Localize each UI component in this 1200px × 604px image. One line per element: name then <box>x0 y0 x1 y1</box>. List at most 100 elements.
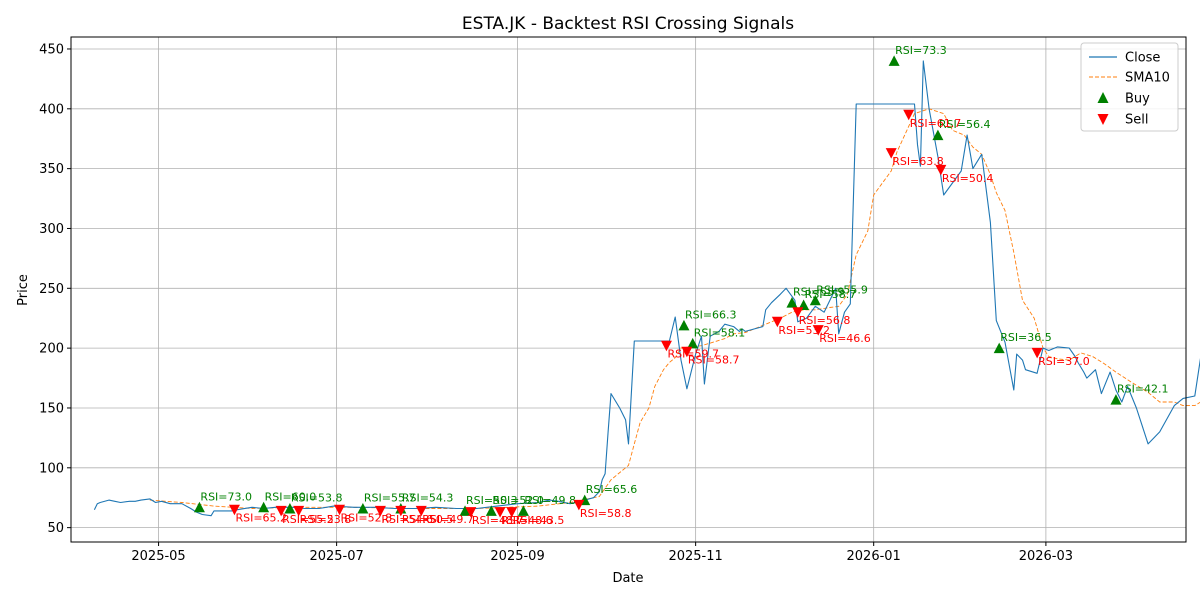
buy-label: RSI=65.6 <box>586 483 638 496</box>
sell-marker <box>573 499 585 511</box>
sell-marker <box>506 507 518 518</box>
y-tick-label: 300 <box>39 222 64 237</box>
buy-marker <box>1110 394 1122 405</box>
sell-marker <box>903 109 915 121</box>
legend-buy-label: Buy <box>1125 92 1150 107</box>
buy-marker <box>993 342 1005 354</box>
sell-label: RSI=56.8 <box>799 314 851 327</box>
legend-close-label: Close <box>1125 51 1160 66</box>
x-tick-label: 2025-11 <box>668 549 722 564</box>
sell-label: RSI=46.6 <box>819 332 871 345</box>
buy-label: RSI=73.0 <box>200 490 252 503</box>
plot-frame <box>70 36 1187 543</box>
sma10-line <box>149 108 1200 509</box>
sell-marker <box>771 316 783 328</box>
y-axis-label: Price <box>16 274 31 306</box>
y-tick-label: 200 <box>39 342 64 357</box>
x-axis-label: Date <box>612 571 643 586</box>
sell-label: RSI=52.8 <box>341 512 393 525</box>
legend-sell-label: Sell <box>1125 113 1148 128</box>
chart-title: ESTA.JK - Backtest RSI Crossing Signals <box>462 14 794 34</box>
sell-label: RSI=53.8 <box>300 513 352 526</box>
buy-label: RSI=55.7 <box>364 491 416 504</box>
sell-label: RSI=65.2 <box>235 512 287 525</box>
sell-marker <box>885 148 897 159</box>
sell-label: RSI=58.7 <box>688 354 740 367</box>
sell-marker <box>228 504 240 516</box>
sell-label: RSI=55.2 <box>282 513 334 526</box>
buy-marker <box>888 55 900 66</box>
sell-marker <box>1031 347 1043 359</box>
sell-marker <box>792 307 804 318</box>
sell-marker <box>465 507 477 518</box>
sell-marker <box>275 505 287 517</box>
buy-marker <box>193 501 205 513</box>
buy-marker <box>932 129 944 141</box>
sell-label: RSI=61.7 <box>910 117 962 130</box>
sell-label: RSI=50.4 <box>942 172 994 185</box>
buy-label: RSI=55.9 <box>793 286 845 299</box>
buy-label: RSI=55.9 <box>816 283 868 296</box>
y-tick-label: 400 <box>39 102 64 117</box>
sell-marker <box>812 325 824 336</box>
sell-marker <box>494 507 506 518</box>
sell-label: RSI=48.6 <box>501 514 553 527</box>
sell-marker <box>293 505 305 517</box>
sell-marker <box>395 505 407 517</box>
sell-label: RSI=59.7 <box>667 348 719 361</box>
buy-label: RSI=58.1 <box>694 326 746 339</box>
y-tick-label: 250 <box>39 282 64 297</box>
buy-label: RSI=49.8 <box>524 494 576 507</box>
buy-label: RSI=56.4 <box>939 118 991 131</box>
buy-label: RSI=58.7 <box>805 288 857 301</box>
buy-marker <box>357 502 369 514</box>
buy-label: RSI=42.1 <box>1117 383 1169 396</box>
sell-marker <box>334 504 346 516</box>
buy-label: RSI=66.3 <box>685 308 737 321</box>
buy-marker <box>786 297 798 308</box>
buy-label: RSI=60.0 <box>265 490 317 503</box>
sell-label: RSI=54.6 <box>381 513 433 526</box>
legend-box <box>1080 42 1179 132</box>
y-tick-label: 100 <box>39 461 64 476</box>
buy-label: RSI=50.3 <box>466 494 518 507</box>
y-tick-label: 450 <box>39 42 64 57</box>
x-tick-label: 2025-05 <box>131 549 185 564</box>
buy-label: RSI=36.5 <box>1000 331 1052 344</box>
legend-buy-marker <box>1097 92 1109 103</box>
sell-label: RSI=50.5 <box>402 513 454 526</box>
x-tick-label: 2026-01 <box>847 549 901 564</box>
buy-marker <box>687 337 699 349</box>
sell-label: RSI=43.5 <box>513 514 565 527</box>
buy-marker <box>678 319 690 331</box>
legend: Close SMA10 Buy Sell <box>1080 42 1179 132</box>
buy-label: RSI=73.3 <box>895 44 947 57</box>
buy-marker <box>517 505 529 516</box>
buy-label: RSI=52.0 <box>492 494 544 507</box>
sell-marker <box>415 505 427 517</box>
axis-ticks: 2025-05 2025-07 2025-09 2025-11 2026-01 2026-… <box>39 42 1073 564</box>
x-tick-label: 2025-09 <box>490 549 544 564</box>
sell-label: RSI=63.8 <box>892 155 944 168</box>
y-tick-label: 50 <box>47 521 64 536</box>
legend-sma10-label: SMA10 <box>1125 71 1170 86</box>
sell-marker <box>935 164 947 176</box>
buy-marker <box>258 501 270 513</box>
sell-label: RSI=48.7 <box>472 514 524 527</box>
sell-label: RSI=58.8 <box>580 507 632 520</box>
buy-marker <box>459 505 471 516</box>
sell-marker <box>681 346 693 358</box>
x-tick-label: 2026-03 <box>1019 549 1073 564</box>
buy-label: RSI=53.8 <box>291 491 343 504</box>
sell-label: RSI=37.0 <box>1038 355 1090 368</box>
x-tick-label: 2025-07 <box>309 549 363 564</box>
sell-label: RSI=49.7 <box>422 513 474 526</box>
buy-marker <box>485 505 497 516</box>
sell-marker <box>660 340 672 352</box>
buy-marker <box>284 502 296 514</box>
y-tick-label: 350 <box>39 162 64 177</box>
